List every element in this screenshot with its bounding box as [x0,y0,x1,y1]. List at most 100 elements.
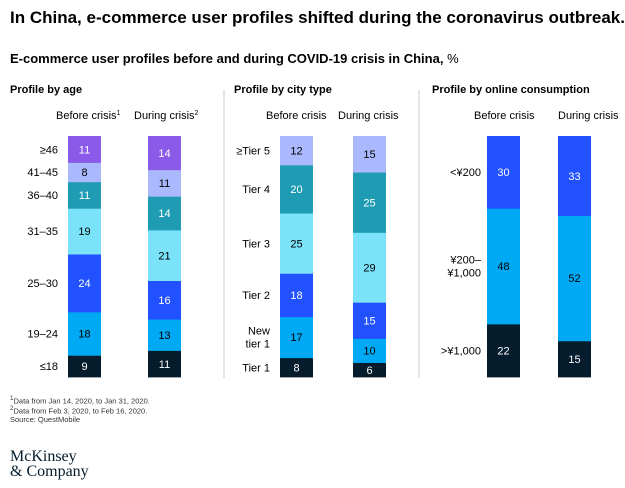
series-label: 25–30 [27,278,58,290]
data-label: 17 [290,332,302,344]
logo-line1: McKinsey [10,448,77,465]
data-label: 8 [293,362,299,374]
subtitle-unit: % [447,51,459,66]
column-header: Before crisis1 [56,110,121,122]
series-label: Tier 1 [242,362,270,374]
series-label: 31–35 [27,226,58,238]
panel-title: Profile by age [10,84,82,96]
data-label: 14 [158,208,170,220]
series-label: 19–24 [27,329,58,341]
bar-segment [487,208,520,325]
data-label: 13 [158,330,170,342]
data-label: 11 [159,178,170,190]
bar-segment [148,280,181,320]
series-label: ≥Tier 5 [236,145,270,157]
bar-segment [487,323,520,378]
data-label: 11 [79,190,90,202]
data-label: 18 [290,290,302,302]
bar-segment [353,338,386,363]
panel-2: Profile by city type Before crisis During … [234,84,399,378]
data-label: 24 [78,278,90,290]
data-label: 25 [363,197,375,209]
series-label: tier 1 [246,339,270,351]
bar-segment [68,208,101,255]
bar-segment [68,254,101,313]
series-label: ¥1,000 [446,268,481,280]
series-label: >¥1,000 [441,345,481,357]
bar-segment [148,229,181,281]
data-label: 52 [568,273,580,285]
data-label: 15 [363,315,375,327]
data-label: 18 [78,329,90,341]
footnote-1: 1Data from Jan 14, 2020, to Jan 31, 2020… [10,395,150,406]
series-label: ¥200– [449,255,481,267]
data-label: 29 [363,262,375,274]
bar-segment [353,302,386,339]
series-label: ≥46 [40,144,58,156]
bar-segment [353,136,386,173]
bar-segment [68,162,101,183]
footnote-mark-2: 2 [10,405,14,412]
column-header-mark: 1 [117,110,121,117]
footnote-text-2: Data from Feb 3, 2020, to Feb 16, 2020. [13,406,148,416]
bar-segment [558,340,591,378]
bar-segment [353,172,386,233]
column-header-mark: 2 [195,110,199,117]
series-label: New [248,326,270,338]
data-label: 20 [290,184,302,196]
bar-segment [280,357,313,378]
bar-segment [68,181,101,209]
bar-segment [148,169,181,197]
bar-segment [353,232,386,303]
series-label: Tier 3 [242,238,270,250]
data-label: 11 [79,144,90,156]
data-label: 15 [363,149,375,161]
data-label: 11 [159,359,170,371]
footnote-source: Source: QuestMobile [10,415,81,424]
bar-segment [280,213,313,274]
footnote-mark-1: 1 [10,395,14,402]
bar-segment [558,215,591,342]
data-label: 14 [158,148,170,160]
bar-segment [68,311,101,356]
series-label: <¥200 [450,167,481,179]
series-label: Tier 2 [242,290,270,302]
data-label: 10 [363,345,375,357]
bar-segment [148,136,181,171]
bar-segment [148,196,181,231]
footnote-2: 2Data from Feb 3, 2020, to Feb 16, 2020. [10,405,147,416]
data-label: 25 [290,238,302,250]
bar-segment [68,136,101,163]
bar-segment [280,273,313,318]
data-label: 21 [158,250,170,262]
bar-segment [280,164,313,214]
series-label: ≤18 [40,361,58,373]
chart-subtitle: E-commerce user profiles before and duri… [10,51,459,66]
logo-line2: & Company [10,463,89,480]
bar-segment [558,136,591,216]
bar-segment [148,350,181,378]
column-header: During crisis2 [134,110,199,122]
bar-segment [68,355,101,378]
panel-3: Profile by online consumption Before cris… [432,84,619,378]
subtitle-text: E-commerce user profiles before and duri… [10,51,444,66]
chart-title: In China, e-commerce user profiles shift… [10,8,625,27]
data-label: 8 [81,167,87,179]
data-label: 48 [497,261,509,273]
bar-segment [148,319,181,351]
bar-segment [280,316,313,359]
data-label: 30 [497,167,509,179]
data-label: 22 [497,345,509,357]
data-label: 6 [366,365,372,377]
column-header: Before crisis [474,110,535,122]
data-label: 12 [290,145,302,157]
data-label: 19 [78,226,90,238]
column-header: During crisis [338,110,399,122]
column-header: Before crisis [266,110,327,122]
panel-title: Profile by online consumption [432,84,590,96]
column-header: During crisis [558,110,619,122]
bar-segment [280,136,313,166]
data-label: 9 [81,361,87,373]
data-label: 33 [568,171,580,183]
